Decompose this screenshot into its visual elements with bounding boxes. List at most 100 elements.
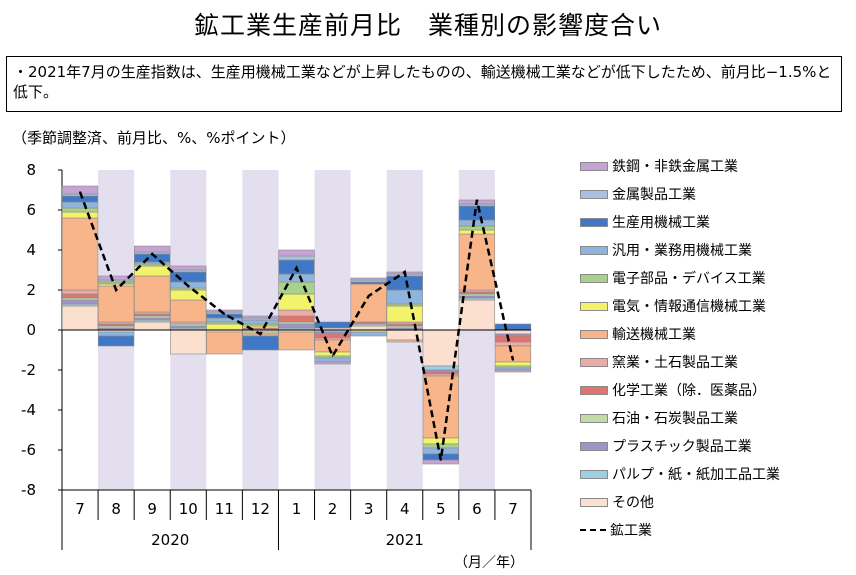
unit-label: （季節調整済、前月比、%、%ポイント） [12, 129, 296, 147]
legend-label: 化学工業（除．医薬品） [612, 383, 766, 399]
bar-segment [494, 335, 532, 343]
legend-swatch [580, 357, 608, 367]
bar-segment [350, 325, 387, 331]
legend-item: 電気・情報通信機械工業 [580, 296, 766, 316]
total-point [259, 333, 262, 335]
bar-segment [206, 317, 243, 323]
bar-segment [494, 329, 532, 335]
legend-swatch [580, 413, 608, 423]
bar-segment [242, 335, 279, 351]
legend-label: 鉱工業 [610, 523, 652, 539]
bar-segment [134, 321, 171, 331]
x-tick-label: 12 [251, 500, 270, 518]
legend-label: プラスチック製品工業 [612, 439, 752, 455]
bar-segment [170, 289, 207, 301]
y-tick-label: 2 [26, 281, 36, 299]
legend-label: 汎用・業務用機械工業 [612, 243, 752, 259]
legend-item: 生産用機械工業 [580, 212, 710, 232]
y-tick-label: 4 [26, 241, 36, 259]
bar-segment [278, 255, 315, 261]
x-tick-label: 1 [292, 500, 302, 518]
bar-segment [61, 217, 99, 291]
bar-segment [61, 211, 99, 219]
bar-segment [386, 305, 423, 323]
legend-swatch [580, 497, 608, 507]
y-tick-label: -8 [21, 481, 36, 499]
bar-segment [242, 315, 279, 319]
bar-segment [134, 245, 171, 253]
legend-label: 金属製品工業 [612, 187, 696, 203]
total-point [187, 285, 190, 287]
legend-item: 電子部品・デバイス工業 [580, 268, 766, 288]
legend-label: その他 [612, 495, 654, 511]
legend-swatch [580, 217, 608, 227]
total-point [115, 289, 117, 291]
bar-segment [61, 207, 99, 213]
total-point [367, 295, 370, 297]
total-point [79, 191, 81, 193]
total-point [331, 355, 334, 357]
legend-line-swatch [580, 529, 606, 531]
total-point [440, 459, 442, 461]
bar-segment [350, 277, 387, 281]
x-tick-label: 3 [364, 500, 374, 518]
total-point [403, 271, 406, 273]
x-tick-label: 6 [472, 500, 482, 518]
legend-item: 窯業・土石製品工業 [580, 352, 738, 372]
bar-segment [458, 229, 496, 235]
legend-item: その他 [580, 492, 654, 512]
bar-segment [97, 331, 135, 337]
bar-segment [386, 339, 423, 343]
bar-segment [458, 233, 496, 291]
legend-swatch [580, 189, 608, 199]
bar-segment [170, 299, 207, 323]
x-tick-label: 7 [508, 500, 518, 518]
bar-segment [61, 305, 99, 331]
legend-label: 石油・石炭製品工業 [612, 411, 738, 427]
x-tick-label: 5 [436, 500, 446, 518]
summary-note: ・2021年7月の生産指数は、生産用機械工業などが上昇したものの、輸送機械工業な… [6, 56, 842, 112]
y-tick-label: 0 [26, 321, 36, 339]
x-tick-label: 7 [75, 500, 85, 518]
bar-segment [170, 265, 207, 271]
legend-item: 金属製品工業 [580, 184, 696, 204]
legend-item: 汎用・業務用機械工業 [580, 240, 752, 260]
x-tick-label: 2 [328, 500, 338, 518]
legend-item: パルプ・紙・紙加工品工業 [580, 464, 780, 484]
bar-segment [422, 329, 459, 367]
legend-item: 鉱工業 [580, 520, 652, 540]
total-point [151, 253, 153, 255]
legend-swatch [580, 273, 608, 283]
bar-segment [458, 219, 496, 227]
bar-segment [206, 309, 243, 313]
total-point [223, 313, 226, 315]
bar-segment [61, 201, 99, 209]
legend-swatch [580, 329, 608, 339]
legend-swatch [580, 441, 608, 451]
total-point [512, 359, 514, 361]
bar-segment [278, 323, 315, 329]
bar-segment [386, 275, 423, 291]
bar-segment [170, 271, 207, 283]
bar-segment [314, 357, 351, 363]
bar-segment [278, 331, 315, 351]
bar-segment [494, 341, 532, 347]
bar-segment [278, 309, 315, 317]
x-tick-label: 11 [215, 500, 234, 518]
bar-segment [134, 275, 171, 313]
legend-item: 鉄鋼・非鉄金属工業 [580, 156, 738, 176]
total-point [476, 199, 478, 201]
bar-segment [458, 299, 496, 331]
x-tick-label: 8 [111, 500, 121, 518]
legend-swatch [580, 161, 608, 171]
legend-item: 化学工業（除．医薬品） [580, 380, 766, 400]
bar-segment [278, 281, 315, 295]
bar-segment [170, 329, 207, 355]
bar-segment [458, 205, 496, 221]
chart-title: 鉱工業生産前月比 業種別の影響度合い [193, 11, 662, 40]
legend-label: パルプ・紙・紙加工品工業 [612, 467, 780, 483]
bar-segment [97, 285, 135, 323]
axis-unit-label: （月／年） [454, 555, 524, 571]
bar-segment [278, 315, 315, 323]
bar-segment [61, 289, 99, 295]
